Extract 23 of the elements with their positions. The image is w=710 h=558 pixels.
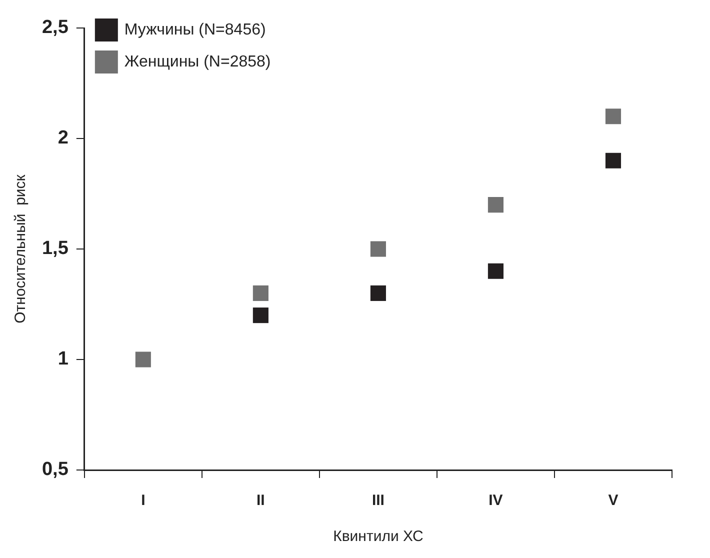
x-tick-label: I	[141, 492, 146, 510]
x-tick-label: V	[608, 492, 618, 510]
y-tick-label: 2,5	[42, 17, 69, 38]
x-tick-label: III	[372, 492, 384, 510]
point	[370, 241, 386, 257]
point	[252, 285, 268, 301]
y-tick-label: 2	[58, 128, 68, 149]
point	[370, 285, 386, 301]
y-tick-label: 0,5	[42, 459, 69, 480]
point	[135, 352, 151, 368]
x-axis-title: Квинтили ХС	[333, 528, 424, 546]
x-tick-label: II	[256, 492, 265, 510]
point	[488, 263, 504, 279]
legend-label: Мужчины (N=8456)	[124, 21, 266, 38]
x-tick-label: IV	[488, 492, 503, 510]
legend-label: Женщины (N=2858)	[124, 53, 271, 70]
y-tick-label: 1,5	[42, 238, 69, 260]
point	[488, 197, 504, 213]
y-tick-label: 1	[58, 348, 69, 370]
y-axis-title: Относительный риск	[12, 174, 30, 324]
point	[252, 308, 268, 324]
point	[605, 108, 622, 124]
point	[605, 152, 622, 168]
